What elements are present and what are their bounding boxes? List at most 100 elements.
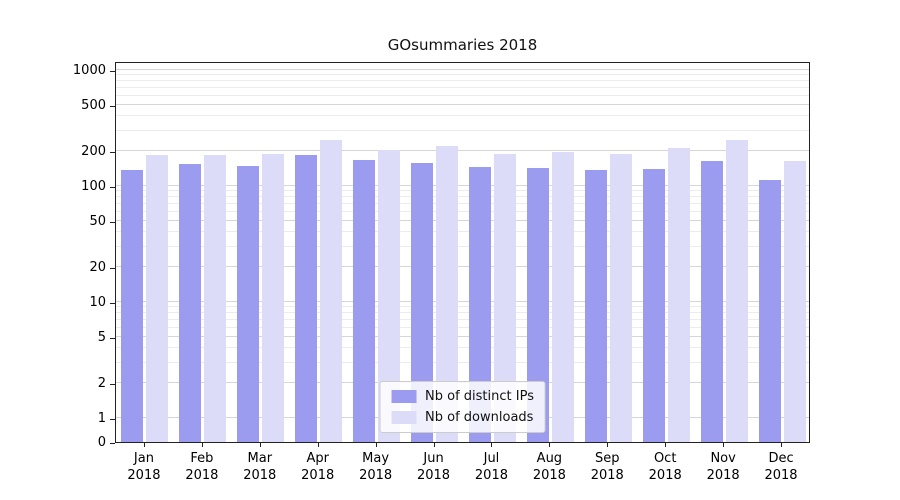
x-tick-mark bbox=[317, 443, 319, 447]
x-tick-label-may: May 2018 bbox=[359, 451, 393, 483]
y-tick-mark bbox=[110, 419, 115, 420]
x-tick-mark bbox=[143, 443, 145, 447]
bar-distinct-ips-jan bbox=[121, 169, 144, 442]
gridline-40 bbox=[116, 231, 809, 233]
y-tick-mark bbox=[110, 187, 115, 188]
y-tick-mark bbox=[110, 303, 115, 304]
gridline-3 bbox=[116, 361, 809, 363]
gridline-60 bbox=[116, 210, 809, 212]
gridline-9 bbox=[116, 306, 809, 308]
bar-distinct-ips-sep bbox=[584, 170, 607, 442]
bar-distinct-ips-may bbox=[353, 160, 376, 442]
gridline-6 bbox=[116, 326, 809, 328]
gridline-7 bbox=[116, 318, 809, 320]
x-tick-label-jun: Jun 2018 bbox=[416, 451, 451, 483]
gridline-400 bbox=[116, 115, 809, 117]
legend: Nb of distinct IPs Nb of downloads bbox=[379, 381, 546, 433]
bar-distinct-ips-jul bbox=[468, 167, 491, 442]
bar-distinct-ips-nov bbox=[700, 161, 723, 442]
x-tick-mark bbox=[665, 443, 667, 447]
x-tick-label-mar: Mar 2018 bbox=[243, 451, 277, 483]
x-tick-label-dec: Dec 2018 bbox=[764, 451, 798, 483]
y-tick-mark bbox=[110, 337, 115, 339]
chart-title: GOsummaries 2018 bbox=[387, 36, 538, 54]
bar-downloads-feb bbox=[204, 155, 227, 442]
bar-downloads-mar bbox=[262, 153, 285, 442]
x-tick-label-feb: Feb 2018 bbox=[185, 451, 219, 483]
gridline-600 bbox=[116, 94, 809, 96]
legend-label-downloads: Nb of downloads bbox=[425, 410, 534, 425]
y-tick-label-2: 2 bbox=[97, 376, 106, 392]
y-tick-label-200: 200 bbox=[81, 144, 106, 160]
gridline-1000 bbox=[116, 69, 809, 70]
y-tick-mark bbox=[110, 71, 115, 72]
y-tick-mark bbox=[110, 443, 115, 444]
plot-area: Nb of distinct IPs Nb of downloads bbox=[115, 62, 810, 443]
bar-distinct-ips-jun bbox=[411, 163, 434, 442]
x-tick-mark bbox=[781, 443, 783, 447]
x-tick-mark bbox=[607, 443, 609, 447]
gridline-200 bbox=[116, 150, 809, 152]
legend-swatch-downloads-icon bbox=[391, 411, 417, 424]
gridline-30 bbox=[116, 245, 809, 247]
gridline-80 bbox=[116, 196, 809, 198]
x-tick-label-apr: Apr 2018 bbox=[301, 451, 335, 483]
x-tick-label-sep: Sep 2018 bbox=[590, 451, 624, 483]
y-tick-label-100: 100 bbox=[81, 179, 106, 194]
bar-downloads-jan bbox=[146, 155, 169, 442]
bar-distinct-ips-mar bbox=[237, 165, 260, 442]
y-tick-mark bbox=[110, 268, 115, 270]
bar-downloads-apr bbox=[320, 139, 343, 442]
bar-downloads-sep bbox=[609, 154, 632, 442]
x-tick-mark bbox=[549, 443, 551, 447]
bar-downloads-nov bbox=[725, 139, 748, 442]
bar-distinct-ips-dec bbox=[758, 179, 781, 442]
gridline-900 bbox=[116, 74, 809, 76]
x-tick-mark bbox=[433, 443, 435, 447]
legend-swatch-distinct-ips-icon bbox=[391, 390, 417, 403]
gridline-8 bbox=[116, 312, 809, 314]
y-tick-label-20: 20 bbox=[89, 260, 106, 276]
x-tick-mark bbox=[259, 443, 261, 447]
bar-distinct-ips-aug bbox=[526, 168, 549, 442]
y-tick-mark bbox=[110, 384, 115, 386]
y-tick-label-0: 0 bbox=[97, 435, 106, 450]
y-tick-label-50: 50 bbox=[89, 213, 106, 229]
gridline-300 bbox=[116, 129, 809, 131]
x-tick-label-nov: Nov 2018 bbox=[706, 451, 740, 483]
gridline-800 bbox=[116, 80, 809, 82]
y-tick-mark bbox=[110, 221, 115, 223]
y-tick-label-5: 5 bbox=[97, 329, 106, 345]
y-tick-mark bbox=[110, 105, 115, 107]
y-tick-label-1000: 1000 bbox=[72, 63, 106, 78]
bar-downloads-jul bbox=[493, 153, 516, 442]
x-tick-label-aug: Aug 2018 bbox=[532, 451, 566, 483]
y-tick-mark bbox=[110, 152, 115, 154]
gridline-100 bbox=[116, 185, 809, 186]
gridline-5 bbox=[116, 335, 809, 337]
bar-distinct-ips-feb bbox=[179, 163, 202, 442]
x-tick-label-jul: Jul 2018 bbox=[474, 451, 508, 483]
gridline-4 bbox=[116, 347, 809, 349]
bar-downloads-jun bbox=[436, 146, 459, 442]
gridline-90 bbox=[116, 190, 809, 192]
bar-distinct-ips-apr bbox=[295, 155, 318, 442]
bar-downloads-may bbox=[378, 149, 401, 442]
x-tick-mark bbox=[201, 443, 203, 447]
x-tick-mark bbox=[491, 443, 493, 447]
x-tick-label-jan: Jan 2018 bbox=[127, 451, 161, 483]
gridline-700 bbox=[116, 86, 809, 88]
gridline-20 bbox=[116, 266, 809, 268]
y-tick-label-10: 10 bbox=[89, 295, 106, 310]
y-tick-label-500: 500 bbox=[81, 97, 106, 113]
legend-item-distinct-ips: Nb of distinct IPs bbox=[391, 389, 534, 404]
gridline-50 bbox=[116, 219, 809, 221]
gridline-10 bbox=[116, 301, 809, 302]
gridline-70 bbox=[116, 202, 809, 204]
legend-label-distinct-ips: Nb of distinct IPs bbox=[425, 389, 534, 404]
bars-layer bbox=[116, 63, 809, 442]
x-tick-mark bbox=[375, 443, 377, 447]
gridline-500 bbox=[116, 103, 809, 105]
bar-distinct-ips-oct bbox=[642, 169, 665, 442]
